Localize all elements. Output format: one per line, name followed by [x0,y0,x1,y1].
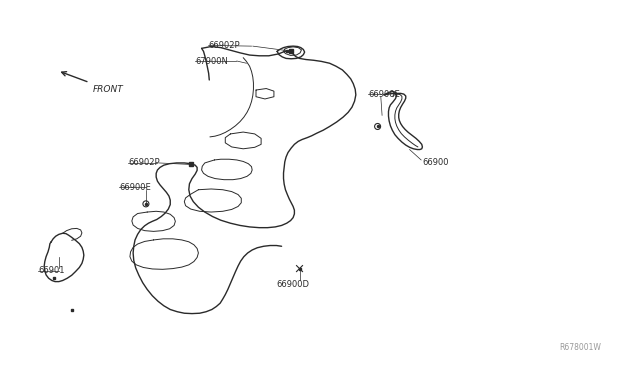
Text: 66901: 66901 [38,266,65,275]
Text: 67900N: 67900N [195,57,228,65]
Text: 66902P: 66902P [128,158,159,167]
Text: 66902P: 66902P [209,41,240,50]
Text: FRONT: FRONT [93,85,124,94]
Bar [289,49,293,53]
Text: 66900D: 66900D [276,280,310,289]
Text: 66900E: 66900E [119,183,151,192]
Bar [189,163,193,166]
Text: 66900: 66900 [422,158,449,167]
Text: 66900E: 66900E [368,90,400,99]
Text: R678001W: R678001W [560,343,602,352]
